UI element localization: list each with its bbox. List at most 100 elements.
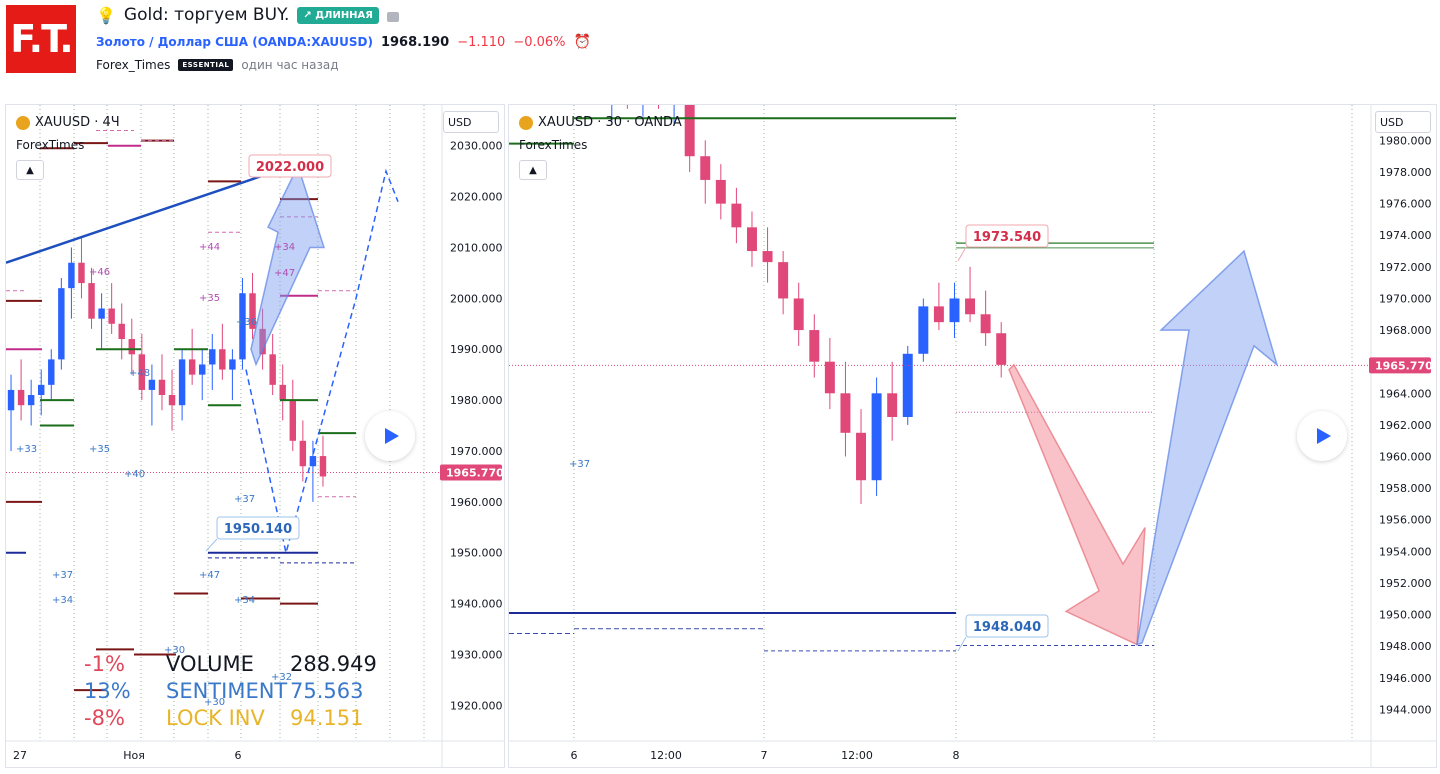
candle-body bbox=[778, 262, 789, 299]
candle-body bbox=[198, 364, 206, 375]
delta-label: +36 bbox=[236, 317, 257, 328]
last-price-tag bbox=[440, 464, 502, 481]
author-name[interactable]: Forex_Times bbox=[96, 58, 171, 72]
y-tick-label: 1974.000 bbox=[1379, 229, 1432, 242]
left-chart-canvas[interactable]: 1920.000 1930.000 1940.000 1950.000 1960.000… bbox=[6, 105, 504, 767]
candle-body bbox=[809, 330, 820, 362]
candle-body bbox=[118, 323, 125, 340]
x-tick-label: Ноя bbox=[123, 749, 145, 762]
sentiment-pct: 13% bbox=[84, 679, 131, 703]
long-badge: ↗ ДЛИННАЯ bbox=[297, 6, 379, 24]
candle-body bbox=[299, 440, 307, 467]
x-tick-label: 12:00 bbox=[650, 749, 682, 762]
candle-body bbox=[239, 293, 246, 360]
delta-label: +34 bbox=[234, 595, 255, 606]
y-tick-label: 1960.000 bbox=[1379, 451, 1432, 464]
idea-title: 💡 Gold: торгуем BUY. ↗ ДЛИННАЯ bbox=[96, 5, 399, 25]
y-tick-label: 1980.000 bbox=[450, 394, 503, 407]
delta-label: +47 bbox=[274, 268, 295, 279]
y-tick-label: 2020.000 bbox=[450, 191, 503, 204]
candle-body bbox=[27, 395, 35, 406]
delta-label: +34 bbox=[274, 242, 295, 253]
candle-body bbox=[793, 298, 804, 331]
right-collapse-button[interactable]: ▲ bbox=[519, 160, 547, 180]
low-callout-text: 1948.040 bbox=[973, 620, 1041, 635]
candle-body bbox=[108, 308, 115, 324]
high-callout-box bbox=[965, 224, 1049, 248]
delta-label: +30 bbox=[204, 697, 225, 708]
candle-body bbox=[178, 359, 186, 406]
current-price: 1968.190 bbox=[380, 34, 450, 50]
right-chart-panel[interactable]: 1944.000 1946.000 1948.000 1950.000 1952.000… bbox=[508, 104, 1437, 768]
candle-body bbox=[88, 283, 95, 319]
y-tick-label: 2010.000 bbox=[450, 241, 503, 254]
right-currency-select[interactable]: USD bbox=[1375, 111, 1431, 133]
right-play-button[interactable] bbox=[1297, 411, 1347, 461]
delta-label: +47 bbox=[199, 570, 220, 581]
y-tick-label: 1970.000 bbox=[1379, 292, 1432, 305]
volume-label: VOLUME bbox=[166, 652, 254, 676]
y-tick-label: 1960.000 bbox=[450, 496, 503, 509]
y-tick-label: 1964.000 bbox=[1379, 387, 1432, 400]
candle-body bbox=[871, 393, 882, 481]
y-tick-label: 1940.000 bbox=[450, 598, 503, 611]
candle-body bbox=[78, 262, 85, 284]
candle-body bbox=[259, 328, 266, 355]
candle-body bbox=[309, 456, 317, 467]
left-symbol-label: XAUUSD · 4Ч bbox=[16, 115, 120, 130]
left-collapse-button[interactable]: ▲ bbox=[16, 160, 44, 180]
candle-body bbox=[918, 306, 929, 354]
lock-icon bbox=[387, 12, 399, 22]
candle-body bbox=[68, 262, 75, 289]
left-chart-panel[interactable]: 1920.000 1930.000 1940.000 1950.000 1960.000… bbox=[5, 104, 505, 768]
candle-body bbox=[289, 400, 297, 441]
y-tick-label: 1950.000 bbox=[450, 547, 503, 560]
play-icon bbox=[385, 428, 399, 444]
delta-label: +37 bbox=[52, 570, 73, 581]
candle-body bbox=[7, 389, 15, 411]
y-tick-label: 2030.000 bbox=[450, 140, 503, 153]
forecast-path bbox=[245, 168, 399, 553]
alarm-icon[interactable]: ⏰ bbox=[573, 34, 591, 50]
y-tick-label: 1954.000 bbox=[1379, 545, 1432, 558]
left-currency-select[interactable]: USD bbox=[443, 111, 499, 133]
x-tick-label: 6 bbox=[235, 749, 242, 762]
candle-body bbox=[996, 333, 1007, 365]
candle-body bbox=[17, 389, 25, 406]
candle-body bbox=[856, 432, 867, 481]
candle-body bbox=[840, 393, 851, 433]
low-callout-box bbox=[216, 516, 300, 540]
candle-body bbox=[731, 203, 742, 228]
y-tick-label: 1978.000 bbox=[1379, 166, 1432, 179]
x-tick-label: 12:00 bbox=[841, 749, 873, 762]
volume-value: 288.949 bbox=[290, 652, 377, 676]
candle-body bbox=[58, 288, 65, 360]
delta-label: +32 bbox=[271, 672, 292, 683]
y-tick-label: 1970.000 bbox=[450, 445, 503, 458]
left-play-button[interactable] bbox=[365, 411, 415, 461]
right-symbol-label: XAUUSD · 30 · OANDA bbox=[519, 115, 682, 130]
delta-label: +40 bbox=[124, 469, 145, 480]
delta-label: +48 bbox=[129, 368, 150, 379]
candle-body bbox=[824, 361, 835, 394]
candle-body bbox=[762, 251, 773, 263]
candle-body bbox=[98, 308, 105, 319]
up-arrow-shape bbox=[1136, 249, 1279, 646]
volume-pct: -1% bbox=[84, 652, 125, 676]
y-tick-label: 1948.000 bbox=[1379, 640, 1432, 653]
low-callout-leader bbox=[205, 538, 218, 552]
candle-body bbox=[965, 298, 976, 315]
candle-body bbox=[229, 359, 236, 370]
right-chart-canvas[interactable]: 1944.000 1946.000 1948.000 1950.000 1952.000… bbox=[509, 105, 1436, 767]
high-callout-leader bbox=[957, 246, 967, 262]
y-tick-label: 1958.000 bbox=[1379, 482, 1432, 495]
y-tick-label: 1930.000 bbox=[450, 649, 503, 662]
symbol-desc-link[interactable]: Золото / Доллар США (OANDA:XAUUSD) bbox=[96, 35, 373, 49]
candle-body bbox=[269, 354, 276, 385]
delta-label: +44 bbox=[199, 242, 220, 253]
candle-body bbox=[37, 384, 45, 396]
low-callout-text: 1950.140 bbox=[224, 522, 292, 537]
lockinv-label: LOCK INV bbox=[166, 706, 265, 730]
candle-body bbox=[700, 156, 711, 180]
published-time: один час назад bbox=[241, 58, 339, 72]
